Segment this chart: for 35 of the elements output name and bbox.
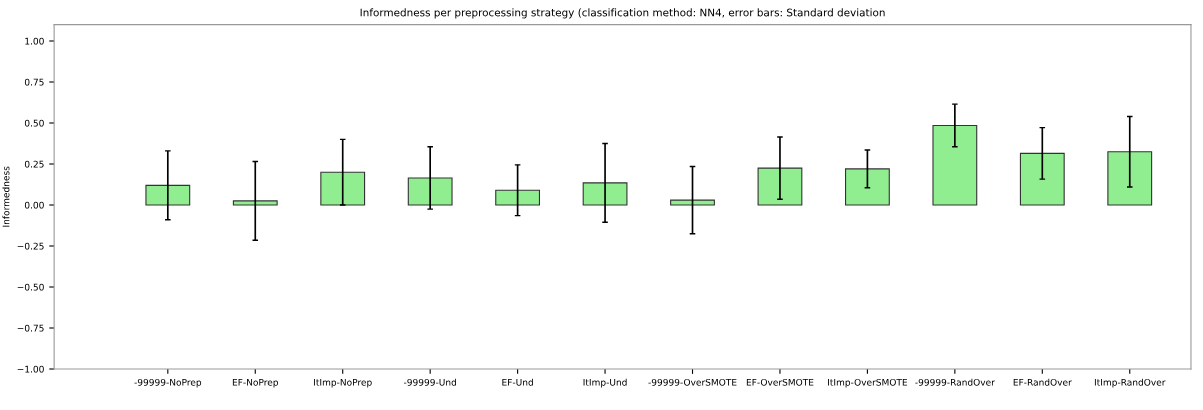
x-tick-label: -99999-RandOver	[915, 378, 995, 386]
bar	[1019, 152, 1065, 206]
bar	[670, 199, 715, 206]
bar	[232, 200, 278, 206]
y-tick-label: 0.75	[24, 78, 44, 86]
x-tick-label: -99999-NoPrep	[134, 378, 202, 388]
bar	[582, 182, 628, 206]
y-tick-label: −0.25	[17, 242, 44, 250]
y-tick-label: −1.00	[17, 365, 44, 373]
x-tick-label: EF-NoPrep	[232, 379, 279, 388]
x-tick-label: ItImp-RandOver	[1094, 378, 1166, 388]
x-tick-label: -99999-OverSMOTE	[648, 378, 737, 386]
y-tick-label: 0.00	[24, 201, 44, 209]
y-tick-label: 0.50	[24, 119, 44, 127]
x-tick-label: EF-Und	[502, 378, 533, 386]
y-tick-label: −0.50	[17, 283, 44, 291]
y-tick-label: 0.25	[24, 160, 44, 168]
chart-title: Informedness per preprocessing strategy (classification method: NN4, error bars: Standard deviation	[360, 8, 885, 19]
bar	[844, 168, 890, 206]
x-tick-label: ItImp-OverSMOTE	[828, 378, 908, 388]
x-tick-label: ItImp-NoPrep	[314, 379, 372, 388]
y-tick-label: −0.75	[17, 324, 44, 332]
x-tick-label: EF-RandOver	[1013, 378, 1072, 386]
bar	[932, 124, 978, 206]
x-tick-label: ItImp-Und	[583, 378, 627, 388]
x-tick-label: -99999-Und	[403, 378, 456, 386]
bar	[757, 167, 803, 206]
bar	[407, 177, 453, 206]
y-axis-title: Informedness	[2, 166, 10, 227]
bar	[495, 189, 541, 206]
bar	[320, 171, 366, 206]
y-tick-label: 1.00	[25, 37, 44, 45]
x-tick-label: EF-OverSMOTE	[746, 378, 814, 386]
bar	[145, 184, 191, 206]
bar	[1107, 151, 1153, 206]
